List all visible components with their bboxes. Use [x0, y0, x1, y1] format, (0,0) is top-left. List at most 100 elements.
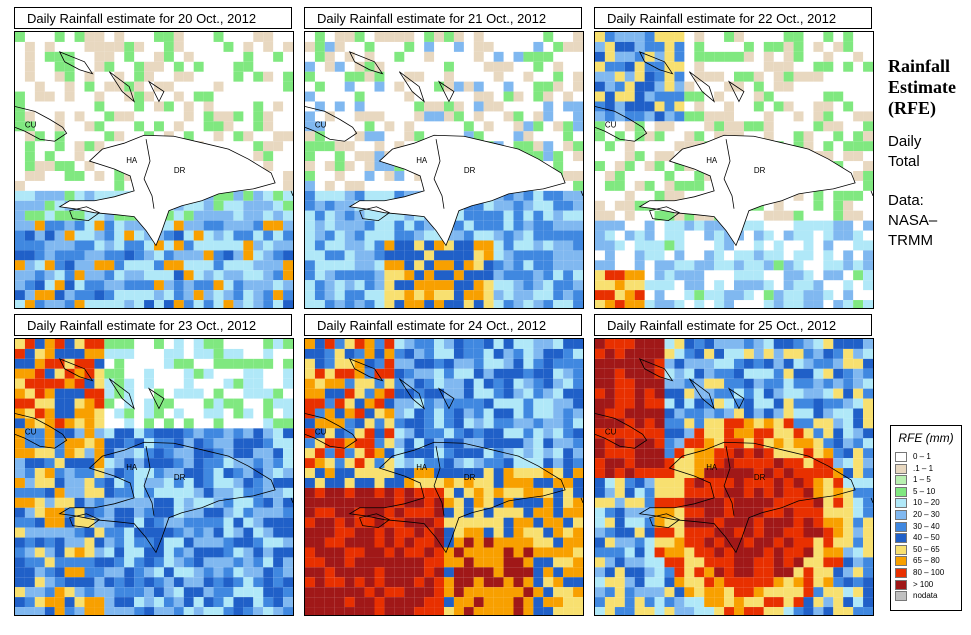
rain-cell [753, 250, 764, 261]
rain-cell [753, 487, 764, 498]
legend-item: 40 – 50 [895, 532, 961, 544]
rain-cell [823, 141, 834, 152]
rain-cell [714, 339, 725, 349]
rain-cell [624, 438, 635, 449]
legend-swatch [895, 544, 907, 555]
rain-cell [783, 32, 794, 42]
rain-cell [704, 507, 715, 518]
rain-cell [24, 408, 35, 419]
rain-cell [104, 477, 115, 488]
rain-cell [863, 547, 873, 558]
rain-cell [334, 418, 345, 429]
rain-cell [734, 587, 744, 598]
legend-label: 5 – 10 [913, 486, 936, 496]
rain-cell [674, 51, 685, 62]
rain-cell [444, 71, 454, 82]
rain-cell [463, 240, 474, 251]
rain-cell [74, 300, 85, 308]
rain-cell [364, 161, 375, 171]
rain-cell [263, 557, 274, 568]
rain-cell [624, 141, 635, 152]
rain-cell [724, 121, 734, 132]
rain-cell [634, 567, 645, 578]
rain-cell [84, 32, 95, 42]
rain-cell [453, 468, 464, 478]
rain-cell [384, 587, 395, 598]
rain-cell [644, 497, 655, 508]
rain-cell [134, 547, 145, 558]
rain-cell [634, 537, 645, 548]
rain-cell [173, 270, 184, 281]
rain-cell [694, 577, 705, 588]
legend-swatch [895, 452, 907, 462]
rain-cell [74, 597, 85, 608]
rain-cell [863, 240, 873, 251]
rain-cell [213, 230, 224, 241]
rain-cell [64, 190, 75, 201]
rain-cell [305, 161, 315, 171]
rain-cell [15, 408, 25, 419]
rain-cell [813, 468, 824, 478]
rain-cell [763, 250, 774, 261]
rain-cell [54, 547, 65, 558]
rain-cell [104, 250, 115, 261]
rain-cell [453, 230, 464, 241]
rain-cell [414, 131, 425, 142]
rain-cell [604, 378, 615, 389]
rain-cell [314, 210, 325, 221]
rain-cell [724, 300, 734, 308]
rain-cell [473, 280, 484, 291]
rain-cell [644, 280, 655, 291]
rain-cell [94, 41, 105, 52]
rain-cell [513, 220, 524, 231]
rain-cell [354, 32, 365, 42]
rain-cell [694, 91, 705, 102]
rain-cell [533, 368, 544, 379]
rain-cell [444, 527, 454, 538]
rain-cell [724, 101, 734, 112]
rain-cell [15, 418, 25, 429]
rain-cell [305, 577, 315, 588]
rain-cell [773, 577, 784, 588]
rain-cell [553, 458, 564, 469]
rain-cell [283, 41, 293, 52]
rain-cell [714, 418, 725, 429]
rain-cell [314, 121, 325, 132]
rain-cell [273, 280, 284, 291]
rain-cell [444, 111, 454, 122]
rain-cell [84, 71, 95, 82]
rain-cell [763, 230, 774, 241]
rain-cell [374, 368, 385, 379]
rain-cell [753, 537, 764, 548]
rain-cell [74, 348, 85, 359]
rain-cell [404, 587, 415, 598]
rain-cell [253, 458, 264, 469]
rain-cell [674, 577, 685, 588]
rain-cell [513, 260, 524, 271]
rain-cell [44, 290, 55, 301]
rain-cell [154, 477, 164, 488]
rain-cell [364, 71, 375, 82]
rain-cell [533, 398, 544, 409]
rain-cell [414, 607, 425, 615]
rain-cell [243, 477, 254, 488]
rain-cell [773, 537, 784, 548]
rain-cell [424, 487, 435, 498]
rain-cell [773, 468, 784, 478]
rain-cell [473, 378, 484, 389]
rain-cell [493, 358, 504, 369]
rain-cell [523, 220, 534, 231]
rain-cell [354, 250, 365, 261]
rain-cell [783, 587, 794, 598]
rain-cell [334, 170, 345, 181]
rain-cell [513, 517, 524, 528]
rain-cell [823, 597, 834, 608]
rain-cell [444, 260, 454, 271]
rain-cell [714, 458, 725, 469]
rain-cell [803, 408, 814, 419]
rain-cell [614, 388, 625, 399]
rain-cell [324, 280, 335, 291]
rain-cell [783, 71, 794, 82]
rain-cell [753, 438, 764, 449]
coastline-cuba [15, 413, 68, 449]
